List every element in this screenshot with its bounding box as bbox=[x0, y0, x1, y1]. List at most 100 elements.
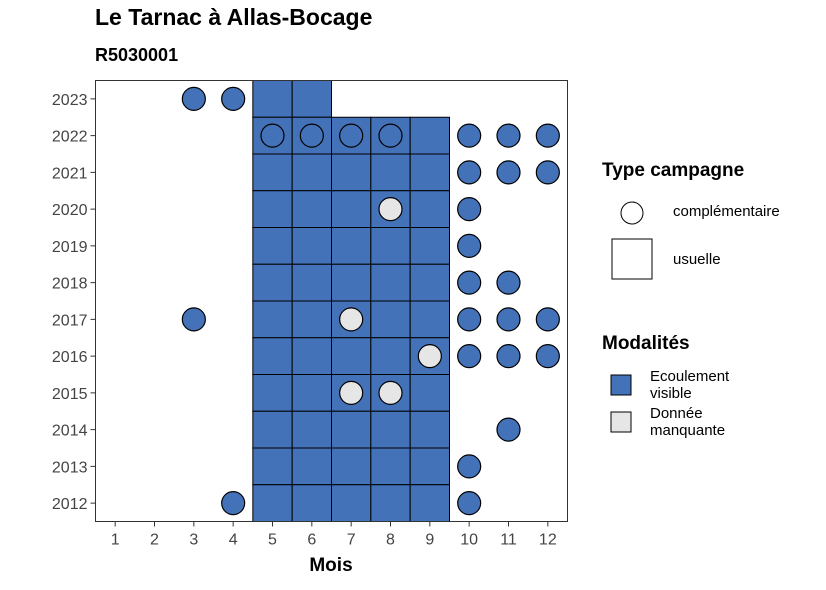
tile-2019-5 bbox=[252, 227, 293, 265]
tile-2012-9 bbox=[409, 484, 450, 522]
x-tick-label: 12 bbox=[539, 532, 557, 549]
tile-2013-9 bbox=[409, 447, 450, 486]
tile-2020-9 bbox=[409, 190, 450, 228]
legend-swatch-manquante bbox=[610, 411, 632, 433]
x-tick-label: 1 bbox=[111, 532, 120, 549]
tile-2014-5 bbox=[252, 410, 293, 449]
point-2021-11 bbox=[496, 160, 521, 185]
tile-2015-6 bbox=[291, 374, 332, 412]
tile-2017-9 bbox=[409, 300, 450, 339]
point-2022-12 bbox=[535, 123, 560, 148]
point-2023-4 bbox=[221, 86, 246, 111]
tile-2020-6 bbox=[291, 190, 332, 228]
point-2017-11 bbox=[496, 307, 521, 332]
tile-2017-8 bbox=[370, 300, 411, 339]
tile-2013-7 bbox=[331, 447, 372, 486]
point-2015-8 bbox=[378, 380, 403, 405]
chart-subtitle: R5030001 bbox=[95, 45, 179, 65]
tile-2018-8 bbox=[370, 263, 411, 302]
tile-2015-9 bbox=[409, 374, 450, 412]
tile-2020-7 bbox=[331, 190, 372, 228]
tile-2015-5 bbox=[252, 374, 293, 412]
tile-2021-6 bbox=[291, 153, 332, 192]
tile-2018-9 bbox=[409, 263, 450, 302]
y-tick-label: 2023 bbox=[52, 92, 88, 109]
legend-mod-title: Modalités bbox=[602, 333, 690, 354]
point-2012-10 bbox=[457, 491, 482, 516]
point-2013-10 bbox=[457, 454, 482, 479]
point-2020-10 bbox=[457, 197, 482, 222]
tile-2012-6 bbox=[291, 484, 332, 522]
tile-2019-7 bbox=[331, 227, 372, 265]
point-2022-10 bbox=[457, 123, 482, 148]
legend-label-manquante: Donnée manquante bbox=[650, 405, 770, 439]
point-2018-10 bbox=[457, 270, 482, 295]
point-2014-11 bbox=[496, 417, 521, 442]
tile-2023-6 bbox=[291, 80, 332, 118]
point-2022-8 bbox=[378, 123, 403, 148]
legend-label-ecoulement-line2: visible bbox=[650, 385, 692, 402]
tile-2014-9 bbox=[409, 410, 450, 449]
point-2018-11 bbox=[496, 270, 521, 295]
tile-2018-7 bbox=[331, 263, 372, 302]
y-tick-label: 2018 bbox=[52, 276, 88, 293]
x-tick-label: 5 bbox=[268, 532, 277, 549]
tile-2014-8 bbox=[370, 410, 411, 449]
point-2017-7 bbox=[339, 307, 364, 332]
point-2016-12 bbox=[535, 344, 560, 369]
tile-2018-5 bbox=[252, 263, 293, 302]
x-axis-label: Mois bbox=[309, 555, 353, 576]
point-2021-12 bbox=[535, 160, 560, 185]
x-tick-label: 2 bbox=[150, 532, 159, 549]
tile-2018-6 bbox=[291, 263, 332, 302]
point-2022-11 bbox=[496, 123, 521, 148]
x-tick-label: 11 bbox=[500, 532, 517, 549]
point-2022-6 bbox=[299, 123, 324, 148]
legend-circle-complementaire bbox=[620, 201, 644, 225]
y-tick-label: 2017 bbox=[52, 312, 88, 329]
tile-2016-7 bbox=[331, 337, 372, 375]
legend-label-manquante-line1: Donnée bbox=[650, 405, 703, 422]
tile-2020-5 bbox=[252, 190, 293, 228]
x-tick-label: 10 bbox=[460, 532, 478, 549]
legend-label-complementaire: complémentaire bbox=[673, 203, 780, 220]
tile-2012-8 bbox=[370, 484, 411, 522]
tile-2023-5 bbox=[252, 80, 293, 118]
point-2023-3 bbox=[181, 86, 206, 111]
tile-2016-6 bbox=[291, 337, 332, 375]
chart-title: Le Tarnac à Allas-Bocage bbox=[95, 4, 373, 30]
tile-2013-6 bbox=[291, 447, 332, 486]
point-2017-12 bbox=[535, 307, 560, 332]
tile-2017-5 bbox=[252, 300, 293, 339]
y-tick-label: 2022 bbox=[52, 129, 88, 146]
tile-2022-9 bbox=[409, 116, 450, 155]
point-2017-10 bbox=[457, 307, 482, 332]
tile-2015-7 bbox=[331, 374, 372, 412]
x-tick-label: 4 bbox=[229, 532, 238, 549]
point-2016-10 bbox=[457, 344, 482, 369]
tile-2016-5 bbox=[252, 337, 293, 375]
legend-label-ecoulement: Ecoulement visible bbox=[650, 368, 770, 402]
tile-2013-5 bbox=[252, 447, 293, 486]
tile-2014-7 bbox=[331, 410, 372, 449]
tile-2019-9 bbox=[409, 227, 450, 265]
tile-2017-6 bbox=[291, 300, 332, 339]
y-tick-label: 2015 bbox=[52, 386, 88, 403]
tile-2014-6 bbox=[291, 410, 332, 449]
tile-2021-8 bbox=[370, 153, 411, 192]
tile-2021-9 bbox=[409, 153, 450, 192]
legend-type-title: Type campagne bbox=[602, 160, 745, 181]
y-tick-label: 2013 bbox=[52, 459, 88, 476]
point-2019-10 bbox=[457, 233, 482, 258]
plot-frame bbox=[95, 80, 568, 522]
x-tick-label: 9 bbox=[425, 532, 434, 549]
tile-2012-5 bbox=[252, 484, 293, 522]
x-tick-label: 6 bbox=[307, 532, 316, 549]
point-2012-4 bbox=[221, 491, 246, 516]
tile-2012-7 bbox=[331, 484, 372, 522]
legend-square-usuelle bbox=[611, 238, 653, 280]
x-tick-label: 8 bbox=[386, 532, 395, 549]
x-tick-label: 7 bbox=[347, 532, 356, 549]
tile-2019-6 bbox=[291, 227, 332, 265]
point-2016-9 bbox=[417, 344, 442, 369]
